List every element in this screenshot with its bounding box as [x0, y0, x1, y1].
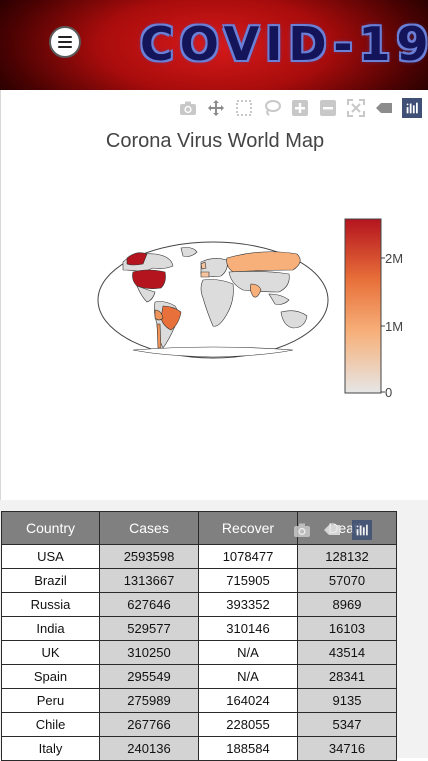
cell-death: 5347	[298, 713, 397, 737]
column-header-country: Country	[2, 512, 100, 545]
table-row: Russia 627646 393352 8969	[2, 593, 397, 617]
cell-country: USA	[2, 545, 100, 569]
cell-country: Spain	[2, 665, 100, 689]
cell-recover: N/A	[199, 641, 298, 665]
cell-cases: 267766	[100, 713, 199, 737]
cell-cases: 310250	[100, 641, 199, 665]
world-map[interactable]	[93, 240, 333, 360]
table-row: Brazil 1313667 715905 57070	[2, 569, 397, 593]
table-row: Spain 295549 N/A 28341	[2, 665, 397, 689]
colorbar-tick-label: 1M	[385, 319, 403, 334]
cell-country: Russia	[2, 593, 100, 617]
cell-country: Peru	[2, 689, 100, 713]
cell-death: 28341	[298, 665, 397, 689]
map-panel: Corona Virus World Map	[0, 90, 428, 500]
cell-cases: 295549	[100, 665, 199, 689]
cell-recover: 393352	[199, 593, 298, 617]
map-region-chile	[157, 324, 161, 348]
cell-recover: 164024	[199, 689, 298, 713]
cell-death: 9135	[298, 689, 397, 713]
table-body: USA 2593598 1078477 128132 Brazil 1313667 715…	[2, 545, 397, 761]
table-panel: Country Cases Recover Death USA 2593598 10…	[0, 500, 428, 758]
app-title: COVID-19	[140, 14, 428, 74]
table-row: UK 310250 N/A 43514	[2, 641, 397, 665]
column-header-recover: Recover	[199, 512, 298, 545]
cell-country: Chile	[2, 713, 100, 737]
camera-icon[interactable]	[292, 520, 312, 540]
lasso-icon[interactable]	[262, 98, 282, 118]
cell-recover: 715905	[199, 569, 298, 593]
colorbar-tick-label: 0	[385, 385, 392, 398]
table-row: Italy 240136 188584 34716	[2, 737, 397, 761]
table-row: Peru 275989 164024 9135	[2, 689, 397, 713]
app-header: COVID-19	[0, 0, 428, 90]
reset-icon[interactable]	[346, 98, 366, 118]
table-row: USA 2593598 1078477 128132	[2, 545, 397, 569]
colorbar-tick-label: 2M	[385, 251, 403, 266]
pan-icon[interactable]	[206, 98, 226, 118]
cell-country: Brazil	[2, 569, 100, 593]
cell-death: 43514	[298, 641, 397, 665]
hover-icon[interactable]	[322, 520, 342, 540]
map-title: Corona Virus World Map	[1, 130, 428, 153]
cell-cases: 275989	[100, 689, 199, 713]
map-region-antarctica	[133, 347, 293, 357]
zoom-out-icon[interactable]	[318, 98, 338, 118]
cell-death: 57070	[298, 569, 397, 593]
cell-death: 16103	[298, 617, 397, 641]
hover-icon[interactable]	[374, 98, 394, 118]
covid-data-table: Country Cases Recover Death USA 2593598 10…	[1, 511, 397, 761]
cell-death: 34716	[298, 737, 397, 761]
colorbar: 2M 1M 0	[344, 218, 416, 398]
plotly-logo-icon[interactable]	[402, 98, 422, 118]
cell-recover: 310146	[199, 617, 298, 641]
cell-cases: 2593598	[100, 545, 199, 569]
table-modebar	[292, 520, 372, 540]
table-row: Chile 267766 228055 5347	[2, 713, 397, 737]
cell-cases: 627646	[100, 593, 199, 617]
column-header-cases: Cases	[100, 512, 199, 545]
menu-button[interactable]	[49, 26, 81, 58]
cell-recover: 188584	[199, 737, 298, 761]
cell-recover: 1078477	[199, 545, 298, 569]
cell-death: 8969	[298, 593, 397, 617]
cell-recover: 228055	[199, 713, 298, 737]
box-select-icon[interactable]	[234, 98, 254, 118]
hamburger-icon	[58, 36, 72, 48]
plotly-logo-icon[interactable]	[352, 520, 372, 540]
cell-cases: 240136	[100, 737, 199, 761]
cell-recover: N/A	[199, 665, 298, 689]
cell-country: India	[2, 617, 100, 641]
table-row: India 529577 310146 16103	[2, 617, 397, 641]
cell-cases: 529577	[100, 617, 199, 641]
cell-cases: 1313667	[100, 569, 199, 593]
cell-death: 128132	[298, 545, 397, 569]
map-region-spain	[201, 272, 209, 277]
cell-country: Italy	[2, 737, 100, 761]
zoom-in-icon[interactable]	[290, 98, 310, 118]
camera-icon[interactable]	[178, 98, 198, 118]
map-modebar	[178, 98, 422, 118]
cell-country: UK	[2, 641, 100, 665]
